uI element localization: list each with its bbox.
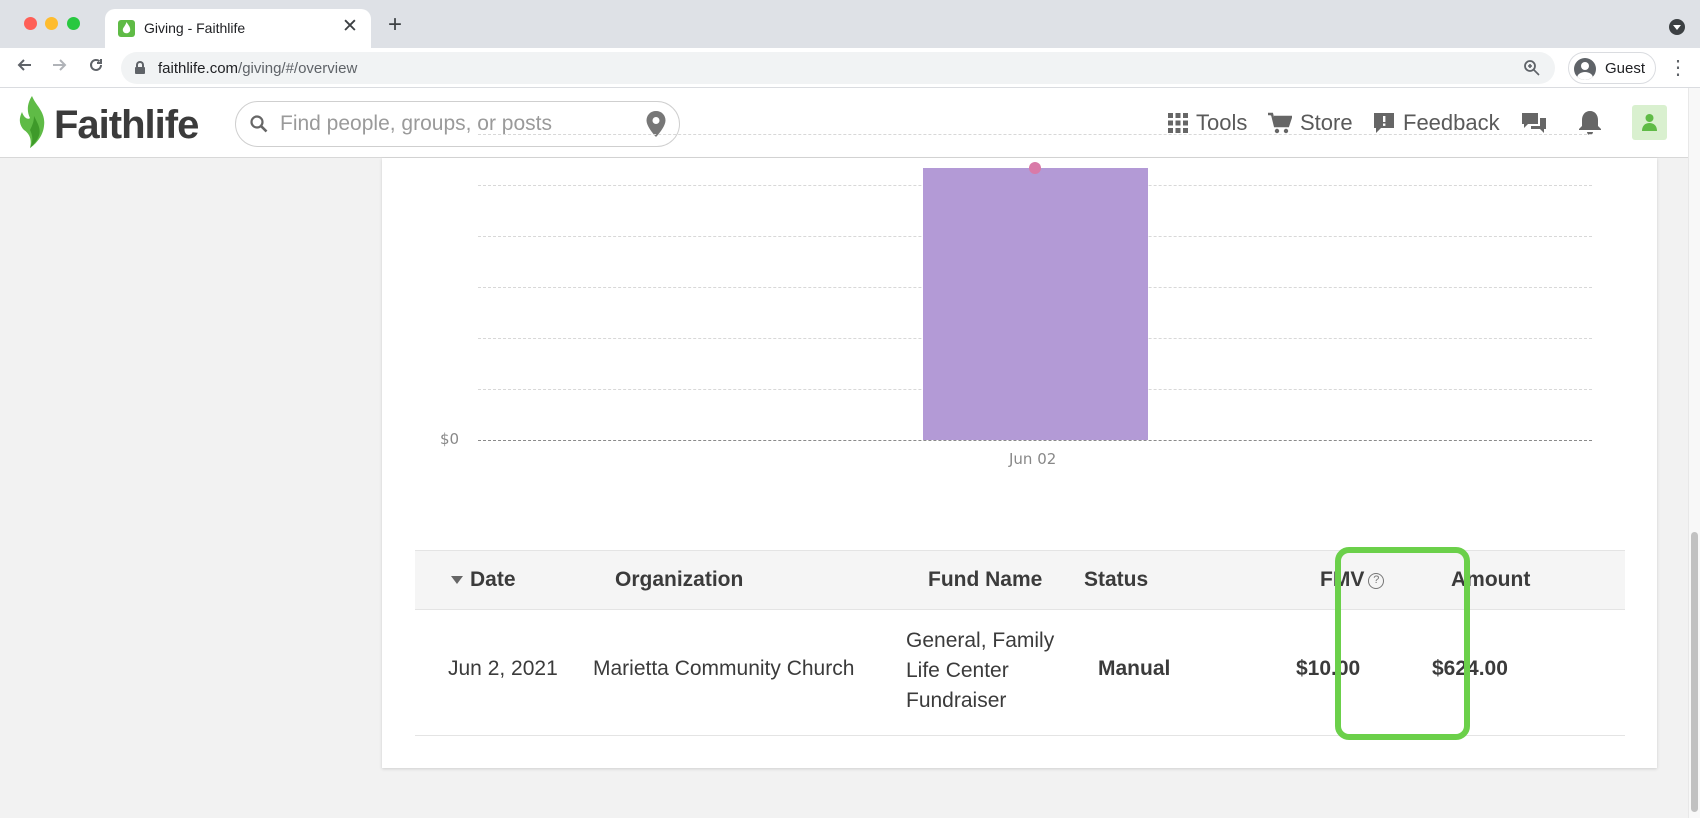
guest-avatar-icon	[1574, 58, 1596, 80]
header-fmv[interactable]: FMV?	[1320, 568, 1385, 592]
chart-point[interactable]	[1029, 162, 1041, 174]
x-tick-label: Jun 02	[1009, 450, 1057, 468]
header-organization[interactable]: Organization	[615, 568, 744, 591]
user-avatar[interactable]	[1632, 105, 1667, 140]
user-icon	[1642, 114, 1657, 131]
logo-text: Faithlife	[54, 103, 199, 147]
header-amount[interactable]: Amount	[1451, 568, 1531, 591]
grid-icon	[1168, 113, 1188, 133]
chart-gridline	[478, 134, 1592, 135]
fund-name-line: General, Family	[906, 629, 1055, 652]
back-arrow-icon	[17, 59, 31, 71]
location-pin-icon[interactable]	[645, 110, 667, 138]
cell-organization: Marietta Community Church	[593, 657, 855, 680]
nav-tools-label: Tools	[1196, 110, 1248, 135]
feedback-icon	[1374, 113, 1394, 133]
zoom-icon[interactable]	[1523, 59, 1541, 77]
new-tab-button[interactable]: +	[387, 11, 402, 38]
tab-title: Giving - Faithlife	[144, 20, 246, 36]
browser-toolbar: faithlife.com/giving/#/overview Guest ⋮	[0, 48, 1700, 88]
giving-chart: $0 Jun 02	[382, 134, 1657, 468]
url-text[interactable]: faithlife.com/giving/#/overview	[158, 60, 358, 77]
notifications-bell-icon[interactable]	[1578, 109, 1602, 136]
fund-name-line: Life Center	[906, 659, 1009, 682]
header-status[interactable]: Status	[1084, 568, 1149, 591]
y-tick-label: $0	[440, 430, 460, 448]
browser-titlebar: Giving - Faithlife ✕ +	[0, 0, 1700, 48]
nav-store[interactable]: Store	[1268, 108, 1353, 138]
reload-icon	[90, 58, 102, 71]
search-input[interactable]	[280, 102, 620, 146]
page: Faithlife Tools Store Feedback $0 Jun 02	[0, 88, 1688, 818]
table-row[interactable]: Jun 2, 2021 Marietta Community Church Ge…	[415, 610, 1625, 736]
page-scrollbar[interactable]	[1688, 88, 1700, 818]
faithlife-favicon-icon	[118, 20, 135, 37]
close-window-button[interactable]	[24, 17, 37, 30]
browser-menu-icon[interactable]: ⋮	[1668, 57, 1688, 79]
browser-tab[interactable]: Giving - Faithlife ✕	[105, 9, 371, 48]
header-date[interactable]: Date	[470, 568, 516, 591]
chart-bar[interactable]	[922, 168, 1148, 440]
cart-icon	[1268, 112, 1292, 134]
messages-icon[interactable]	[1520, 110, 1548, 136]
tab-close-icon[interactable]: ✕	[342, 16, 358, 37]
search-icon	[250, 115, 268, 133]
chart-baseline	[478, 440, 1592, 441]
forward-arrow-icon	[53, 59, 67, 71]
nav-tools[interactable]: Tools	[1168, 108, 1247, 138]
forward-button[interactable]	[48, 56, 72, 80]
fmv-highlight-box	[1335, 547, 1470, 740]
cell-fund-name: General, Family Life Center Fundraiser	[906, 626, 1054, 716]
table-header: Date Organization Fund Name Status FMV? …	[415, 550, 1625, 610]
cell-date: Jun 2, 2021	[448, 657, 558, 680]
profile-button[interactable]: Guest	[1568, 52, 1656, 84]
header-fund-name[interactable]: Fund Name	[928, 568, 1043, 591]
nav-feedback-label: Feedback	[1403, 110, 1500, 135]
nav-store-label: Store	[1300, 110, 1353, 135]
minimize-window-button[interactable]	[45, 17, 58, 30]
help-icon[interactable]: ?	[1368, 573, 1385, 589]
fund-name-line: Fundraiser	[906, 689, 1007, 712]
back-button[interactable]	[12, 56, 36, 80]
reload-button[interactable]	[84, 56, 108, 80]
sort-descending-icon[interactable]	[451, 576, 463, 584]
giving-overview-card: $0 Jun 02 Date Organization Fund Name Sta…	[382, 134, 1657, 768]
tab-search-icon[interactable]	[1669, 19, 1685, 35]
profile-label: Guest	[1605, 60, 1646, 77]
address-bar[interactable]: faithlife.com/giving/#/overview	[121, 52, 1555, 84]
cell-status: Manual	[1098, 657, 1171, 680]
maximize-window-button[interactable]	[67, 17, 80, 30]
scrollbar-thumb[interactable]	[1691, 532, 1698, 812]
nav-feedback[interactable]: Feedback	[1373, 108, 1500, 138]
site-header: Faithlife Tools Store Feedback	[0, 88, 1688, 158]
cell-fmv: $10.00	[1296, 657, 1361, 680]
flame-logo-icon	[19, 96, 45, 148]
search-box[interactable]	[235, 101, 680, 147]
lock-icon[interactable]	[135, 61, 145, 74]
